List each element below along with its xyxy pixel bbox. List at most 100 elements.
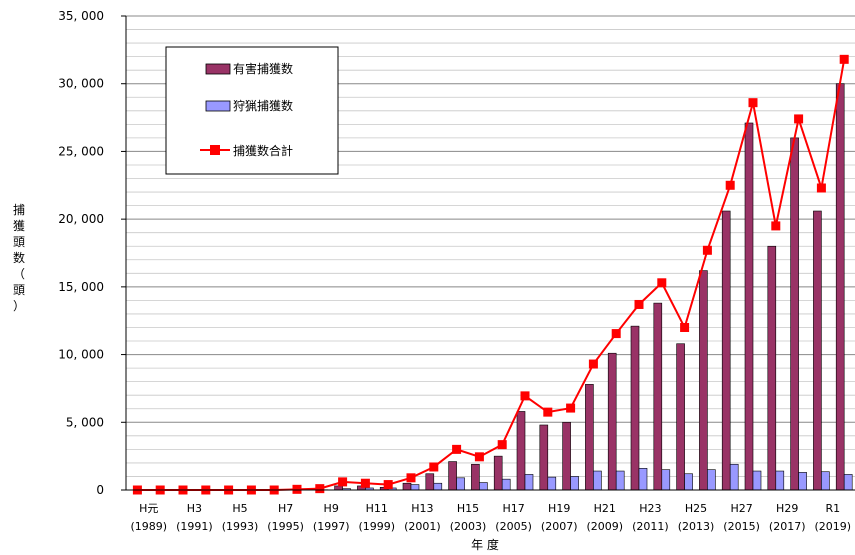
bar-harmful [563, 422, 571, 490]
x-tick-label-year: (2013) [678, 520, 715, 533]
y-axis-title-char: 頭 [13, 283, 25, 297]
bar-hunting [502, 479, 510, 490]
marker-total [429, 462, 438, 471]
bar-harmful [836, 84, 844, 490]
x-tick-label-year: (2017) [769, 520, 806, 533]
bar-hunting [821, 472, 829, 490]
bar-hunting [457, 478, 465, 490]
bar-harmful [608, 353, 616, 490]
marker-total [703, 246, 712, 255]
bar-harmful [631, 326, 639, 490]
x-tick-labels: H元(1989)H3(1991)H5(1993)H7(1995)H9(1997)… [131, 502, 852, 533]
x-tick-label-era: H3 [187, 502, 202, 515]
bar-hunting [616, 471, 624, 490]
marker-total [521, 391, 530, 400]
bar-harmful [449, 462, 457, 490]
bar-harmful [654, 303, 662, 490]
x-tick-label-year: (1997) [313, 520, 350, 533]
legend: 有害捕獲数 狩猟捕獲数 捕獲数合計 [166, 47, 338, 174]
x-tick-label-era: H29 [776, 502, 798, 515]
x-tick-label-year: (1995) [267, 520, 304, 533]
bar-hunting [434, 483, 442, 490]
y-axis-title-char: ） [13, 299, 25, 313]
bar-harmful [585, 384, 593, 490]
marker-total [407, 473, 416, 482]
marker-total [840, 55, 849, 64]
x-tick-label-era: H25 [685, 502, 707, 515]
bar-hunting [548, 477, 556, 490]
y-tick-labels: 0 5, 000 10, 000 15, 000 20, 000 25, 000 30, 0… [58, 9, 104, 497]
y-tick-label: 10, 000 [58, 348, 104, 362]
bar-hunting [571, 476, 579, 490]
x-tick-label-year: (2015) [723, 520, 760, 533]
y-axis-title-char: （ [13, 267, 25, 281]
marker-total [543, 408, 552, 417]
x-tick-label-era: R1 [825, 502, 840, 515]
legend-swatch-harmful [206, 64, 230, 74]
legend-label-total: 捕獲数合計 [233, 143, 293, 158]
marker-total [794, 114, 803, 123]
marker-total [384, 480, 393, 489]
legend-marker-total [210, 145, 220, 155]
y-tick-label: 30, 000 [58, 77, 104, 91]
x-tick-label-era: H27 [730, 502, 752, 515]
x-tick-label-year: (2009) [587, 520, 624, 533]
bar-hunting [639, 468, 647, 490]
y-tick-label: 0 [96, 483, 104, 497]
bar-hunting [799, 472, 807, 490]
bar-harmful [722, 211, 730, 490]
y-tick-label: 25, 000 [58, 144, 104, 158]
marker-total [498, 440, 507, 449]
x-tick-label-year: (2001) [404, 520, 441, 533]
y-axis-title-char: 数 [13, 250, 25, 265]
bar-harmful [745, 123, 753, 490]
bar-harmful [791, 138, 799, 490]
x-axis-title: 年 度 [471, 537, 499, 551]
x-tick-label-era: H17 [502, 502, 524, 515]
marker-total [726, 181, 735, 190]
bar-hunting [730, 464, 738, 490]
y-axis-title-char: 頭 [13, 235, 25, 249]
marker-total [771, 221, 780, 230]
bar-harmful [540, 425, 548, 490]
x-tick-label-year: (2005) [495, 520, 532, 533]
marker-total [589, 360, 598, 369]
marker-total [452, 445, 461, 454]
x-tick-label-year: (2003) [450, 520, 487, 533]
x-tick-label-year: (2011) [632, 520, 669, 533]
bar-hunting [662, 470, 670, 490]
y-tick-label: 20, 000 [58, 212, 104, 226]
y-tick-label: 5, 000 [66, 415, 104, 429]
marker-total [315, 484, 324, 493]
bar-harmful [426, 474, 434, 490]
bar-harmful [517, 411, 525, 490]
marker-total [566, 404, 575, 413]
bar-harmful [699, 271, 707, 490]
marker-total [657, 278, 666, 287]
bar-hunting [707, 470, 715, 490]
x-tick-label-era: H7 [278, 502, 293, 515]
marker-total [475, 452, 484, 461]
y-tick-label: 35, 000 [58, 9, 104, 23]
x-tick-label-era: H13 [411, 502, 433, 515]
bar-harmful [494, 456, 502, 490]
bar-harmful [677, 344, 685, 490]
y-tick-label: 15, 000 [58, 280, 104, 294]
x-tick-label-era: H元 [139, 502, 158, 515]
bar-harmful [335, 486, 343, 490]
marker-total [293, 485, 302, 494]
bar-hunting [479, 483, 487, 490]
y-axis-title-char: 捕 [13, 202, 25, 217]
bar-harmful [813, 211, 821, 490]
x-tick-label-year: (1993) [222, 520, 259, 533]
bar-hunting [753, 471, 761, 490]
x-tick-label-era: H21 [594, 502, 616, 515]
x-tick-label-year: (1989) [131, 520, 168, 533]
bar-harmful [403, 483, 411, 490]
marker-total [361, 479, 370, 488]
marker-total [680, 323, 689, 332]
bar-hunting [411, 485, 419, 490]
x-tick-label-era: H15 [457, 502, 479, 515]
